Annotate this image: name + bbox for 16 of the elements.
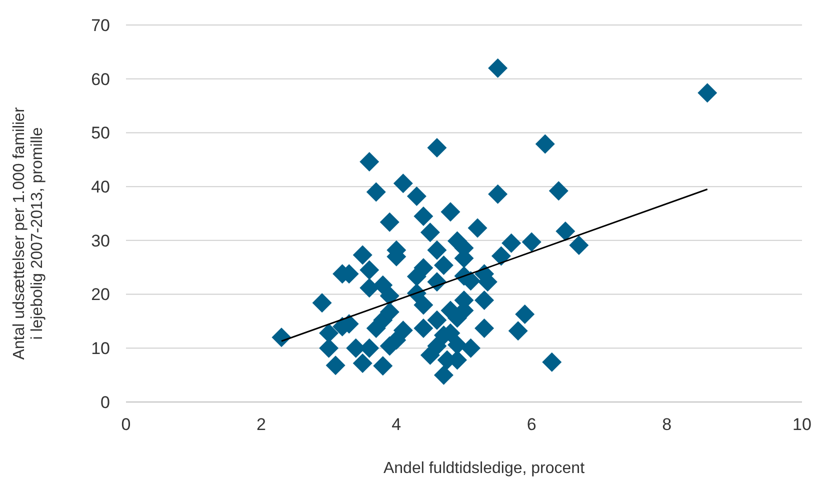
x-tick-label: 2 <box>256 415 266 434</box>
x-tick-label: 6 <box>526 415 536 434</box>
y-axis-title: Antal udsættelser per 1.000 familier i lejebolig 2007-2013, promille <box>11 106 46 360</box>
x-tick-label: 4 <box>392 415 402 434</box>
y-tick-label: 50 <box>91 124 110 143</box>
x-axis-title: Andel fuldtidsledige, procent <box>383 460 586 477</box>
y-tick-label: 0 <box>100 392 110 412</box>
x-tick-label: 10 <box>792 415 812 434</box>
y-tick-label: 70 <box>91 16 110 35</box>
y-tick-label: 60 <box>91 70 110 89</box>
y-tick-label: 20 <box>91 285 110 304</box>
x-tick-label: 8 <box>662 415 672 434</box>
y-tick-label: 40 <box>91 178 110 197</box>
y-tick-label: 30 <box>91 231 110 250</box>
y-tick-label: 10 <box>91 339 110 358</box>
x-tick-label: 0 <box>121 415 131 434</box>
